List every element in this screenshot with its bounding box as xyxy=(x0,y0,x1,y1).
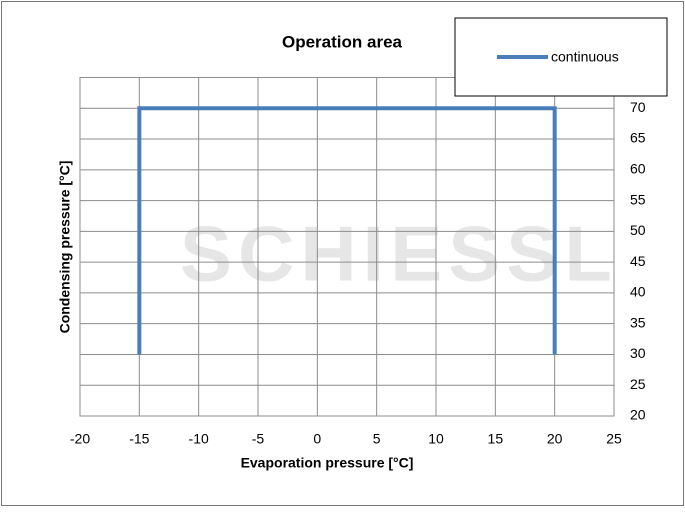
y-tick-label: 70 xyxy=(630,99,646,115)
x-tick-label: 15 xyxy=(488,431,504,447)
x-tick-label: 10 xyxy=(428,431,444,447)
legend-box xyxy=(454,17,668,97)
x-tick-label: 25 xyxy=(606,431,622,447)
x-tick-label: 0 xyxy=(313,431,321,447)
x-axis-title: Evaporation pressure [°C] xyxy=(241,455,414,471)
y-tick-label: 45 xyxy=(630,253,646,269)
x-tick-label: -10 xyxy=(189,431,209,447)
y-tick-label: 35 xyxy=(630,314,646,330)
y-tick-label: 55 xyxy=(630,191,646,207)
y-tick-label: 50 xyxy=(630,222,646,238)
x-tick-label: -20 xyxy=(70,431,90,447)
x-tick-label: -5 xyxy=(252,431,265,447)
x-tick-label: 5 xyxy=(373,431,381,447)
legend-label: continuous xyxy=(551,49,619,65)
chart-title: Operation area xyxy=(282,32,403,51)
y-tick-label: 30 xyxy=(630,345,646,361)
x-tick-label: 20 xyxy=(547,431,563,447)
watermark: SCHIESSL xyxy=(180,210,618,298)
line-series xyxy=(137,106,557,355)
y-tick-label: 40 xyxy=(630,284,646,300)
y-tick-label: 20 xyxy=(630,407,646,423)
y-axis-title: Condensing pressure [°C] xyxy=(57,161,73,334)
x-tick-label: -15 xyxy=(129,431,149,447)
y-tick-label: 25 xyxy=(630,376,646,392)
y-tick-label: 60 xyxy=(630,161,646,177)
y-tick-label: 65 xyxy=(630,130,646,146)
